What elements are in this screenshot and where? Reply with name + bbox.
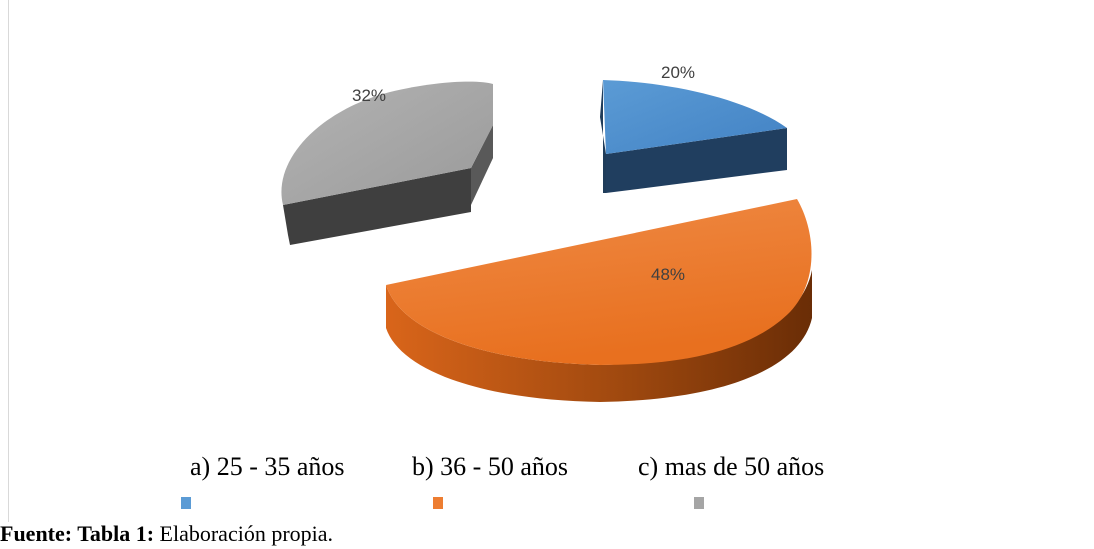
pie-slice-b <box>386 199 812 402</box>
pie-chart: 20% 48% 32% <box>281 63 812 402</box>
legend-swatch-c <box>694 497 704 509</box>
legend: a) 25 - 35 años b) 36 - 50 años c) mas d… <box>0 452 1094 522</box>
source-caption-text: Elaboración propia. <box>154 521 334 546</box>
source-caption-bold: Fuente: Tabla 1: <box>0 521 155 546</box>
pie-slice-c <box>281 81 493 245</box>
legend-item-a: a) 25 - 35 años <box>190 452 345 482</box>
legend-swatch-b <box>433 497 443 509</box>
pie-slice-c-side-right <box>471 125 493 205</box>
legend-label-b: b) 36 - 50 años <box>412 452 568 481</box>
data-label-b: 48% <box>651 265 685 284</box>
chart-frame <box>8 0 1093 522</box>
pie-slice-a-top <box>603 80 787 154</box>
legend-label-c: c) mas de 50 años <box>638 452 825 481</box>
data-label-c: 32% <box>352 86 386 105</box>
pie-slice-c-front <box>283 168 471 245</box>
pie-slice-b-side <box>386 270 812 402</box>
legend-item-b: b) 36 - 50 años <box>412 452 568 482</box>
pie-slice-a-front <box>606 128 787 193</box>
pie-slice-b-top <box>386 199 812 365</box>
pie-slice-c-top <box>281 81 493 205</box>
legend-label-a: a) 25 - 35 años <box>190 452 345 481</box>
legend-item-c: c) mas de 50 años <box>638 452 824 482</box>
data-label-a: 20% <box>661 63 695 82</box>
legend-swatch-a <box>181 497 191 509</box>
pie-slice-a <box>600 80 787 193</box>
pie-slice-a-side <box>600 80 606 193</box>
source-caption: Fuente: Tabla 1: Elaboración propia. <box>0 519 1094 549</box>
